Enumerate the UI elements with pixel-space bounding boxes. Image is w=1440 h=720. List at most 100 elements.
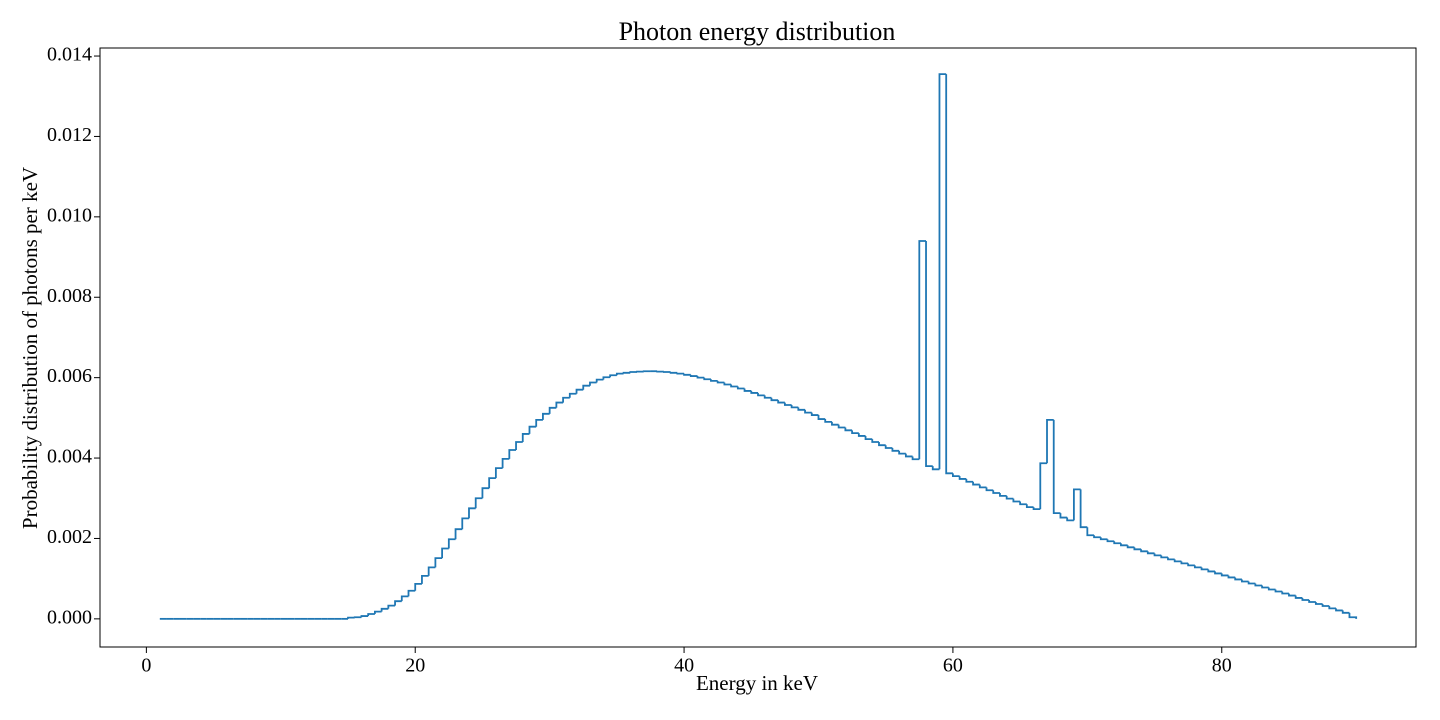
histogram-step xyxy=(441,547,449,559)
histogram-step xyxy=(1193,565,1202,569)
histogram-step xyxy=(1234,577,1242,581)
x-tick-label: 40 xyxy=(674,655,694,677)
histogram-step xyxy=(1005,495,1014,500)
x-tick-label: 0 xyxy=(141,655,151,677)
histogram-step xyxy=(521,433,530,442)
histogram-step xyxy=(434,557,443,568)
histogram-step xyxy=(1086,527,1095,537)
histogram-step xyxy=(1267,587,1276,591)
histogram-step xyxy=(528,425,537,434)
histogram-step xyxy=(730,384,738,388)
histogram-step xyxy=(1167,557,1175,561)
y-tick-label: 0.006 xyxy=(47,365,92,387)
histogram-step xyxy=(488,477,496,489)
histogram-step xyxy=(360,615,369,618)
histogram-step xyxy=(945,74,953,475)
histogram-step xyxy=(938,73,947,470)
histogram-step xyxy=(1308,599,1316,603)
histogram-step xyxy=(884,445,893,449)
histogram-step xyxy=(535,418,543,427)
histogram-step xyxy=(1093,535,1101,539)
histogram-step xyxy=(770,397,779,402)
histogram-step xyxy=(1153,553,1162,557)
y-tick-label: 0.012 xyxy=(47,124,92,146)
histogram-step xyxy=(1180,561,1189,565)
y-tick-label: 0.000 xyxy=(47,606,92,628)
histogram-step xyxy=(716,380,725,384)
histogram-step xyxy=(400,595,409,602)
histogram-step xyxy=(797,407,806,411)
histogram-step xyxy=(1294,595,1303,599)
histogram-step xyxy=(1126,545,1135,549)
y-tick-label: 0.014 xyxy=(47,44,92,66)
histogram-step xyxy=(1160,555,1168,559)
histogram-step xyxy=(468,507,476,519)
histogram-step xyxy=(958,476,967,480)
histogram-step xyxy=(1207,569,1216,573)
histogram-step xyxy=(1032,507,1041,511)
histogram-step xyxy=(1261,585,1269,589)
histogram-step xyxy=(1113,541,1121,545)
histogram-step xyxy=(347,616,355,619)
histogram-step xyxy=(999,493,1007,497)
histogram-step xyxy=(952,473,960,478)
histogram-step xyxy=(965,478,974,483)
histogram-step xyxy=(1019,501,1027,506)
histogram-step xyxy=(1173,559,1182,563)
histogram-step xyxy=(1146,551,1155,555)
histogram-step xyxy=(831,421,839,426)
histogram-step xyxy=(1133,547,1142,551)
histogram-step xyxy=(1220,573,1229,577)
histogram-step xyxy=(1328,605,1337,610)
histogram-step xyxy=(985,487,994,492)
histogram-step xyxy=(978,484,987,489)
histogram-step xyxy=(1079,489,1088,529)
histogram-step xyxy=(407,589,416,597)
y-tick-label: 0.002 xyxy=(47,526,92,548)
histogram-step xyxy=(1301,597,1310,601)
x-tick-label: 60 xyxy=(943,655,963,677)
histogram-step xyxy=(972,481,980,486)
histogram-step xyxy=(1140,549,1148,553)
histogram-step xyxy=(629,371,638,373)
histogram-step xyxy=(575,388,584,394)
y-tick-label: 0.004 xyxy=(47,446,92,468)
histogram-step xyxy=(1072,488,1081,521)
y-axis-label: Probability distribution of photons per … xyxy=(18,167,42,529)
histogram-step xyxy=(568,392,577,398)
histogram-step xyxy=(474,497,483,509)
histogram-step xyxy=(602,376,611,380)
histogram-step xyxy=(447,538,456,549)
histogram-step xyxy=(837,424,846,429)
x-axis-label: Energy in keV xyxy=(696,671,818,695)
histogram-step xyxy=(696,376,705,379)
histogram-step xyxy=(1059,513,1068,519)
histogram-step xyxy=(1348,612,1358,619)
histogram-step xyxy=(710,379,718,382)
histogram-step xyxy=(703,377,711,381)
histogram-step xyxy=(421,574,429,584)
histogram-step xyxy=(481,487,490,499)
histogram-step xyxy=(824,419,832,423)
histogram-step xyxy=(615,372,624,376)
histogram-step xyxy=(1247,581,1256,585)
histogram-step xyxy=(1012,498,1021,503)
histogram-step xyxy=(1120,543,1128,547)
histogram-step xyxy=(683,373,691,376)
histogram-step xyxy=(864,435,873,441)
histogram-step xyxy=(595,378,604,383)
histogram-step xyxy=(582,384,590,390)
histogram-step xyxy=(1187,563,1195,567)
histogram-step xyxy=(763,395,772,399)
histogram-step xyxy=(891,448,900,452)
histogram-step xyxy=(589,381,597,386)
histogram-step xyxy=(367,613,375,617)
histogram-step xyxy=(918,240,927,460)
histogram-step xyxy=(736,386,745,390)
x-tick-label: 80 xyxy=(1212,655,1232,677)
x-tick-label: 20 xyxy=(405,655,425,677)
histogram-step xyxy=(783,402,792,406)
histogram-step xyxy=(1335,608,1343,612)
histogram-step xyxy=(501,457,510,469)
